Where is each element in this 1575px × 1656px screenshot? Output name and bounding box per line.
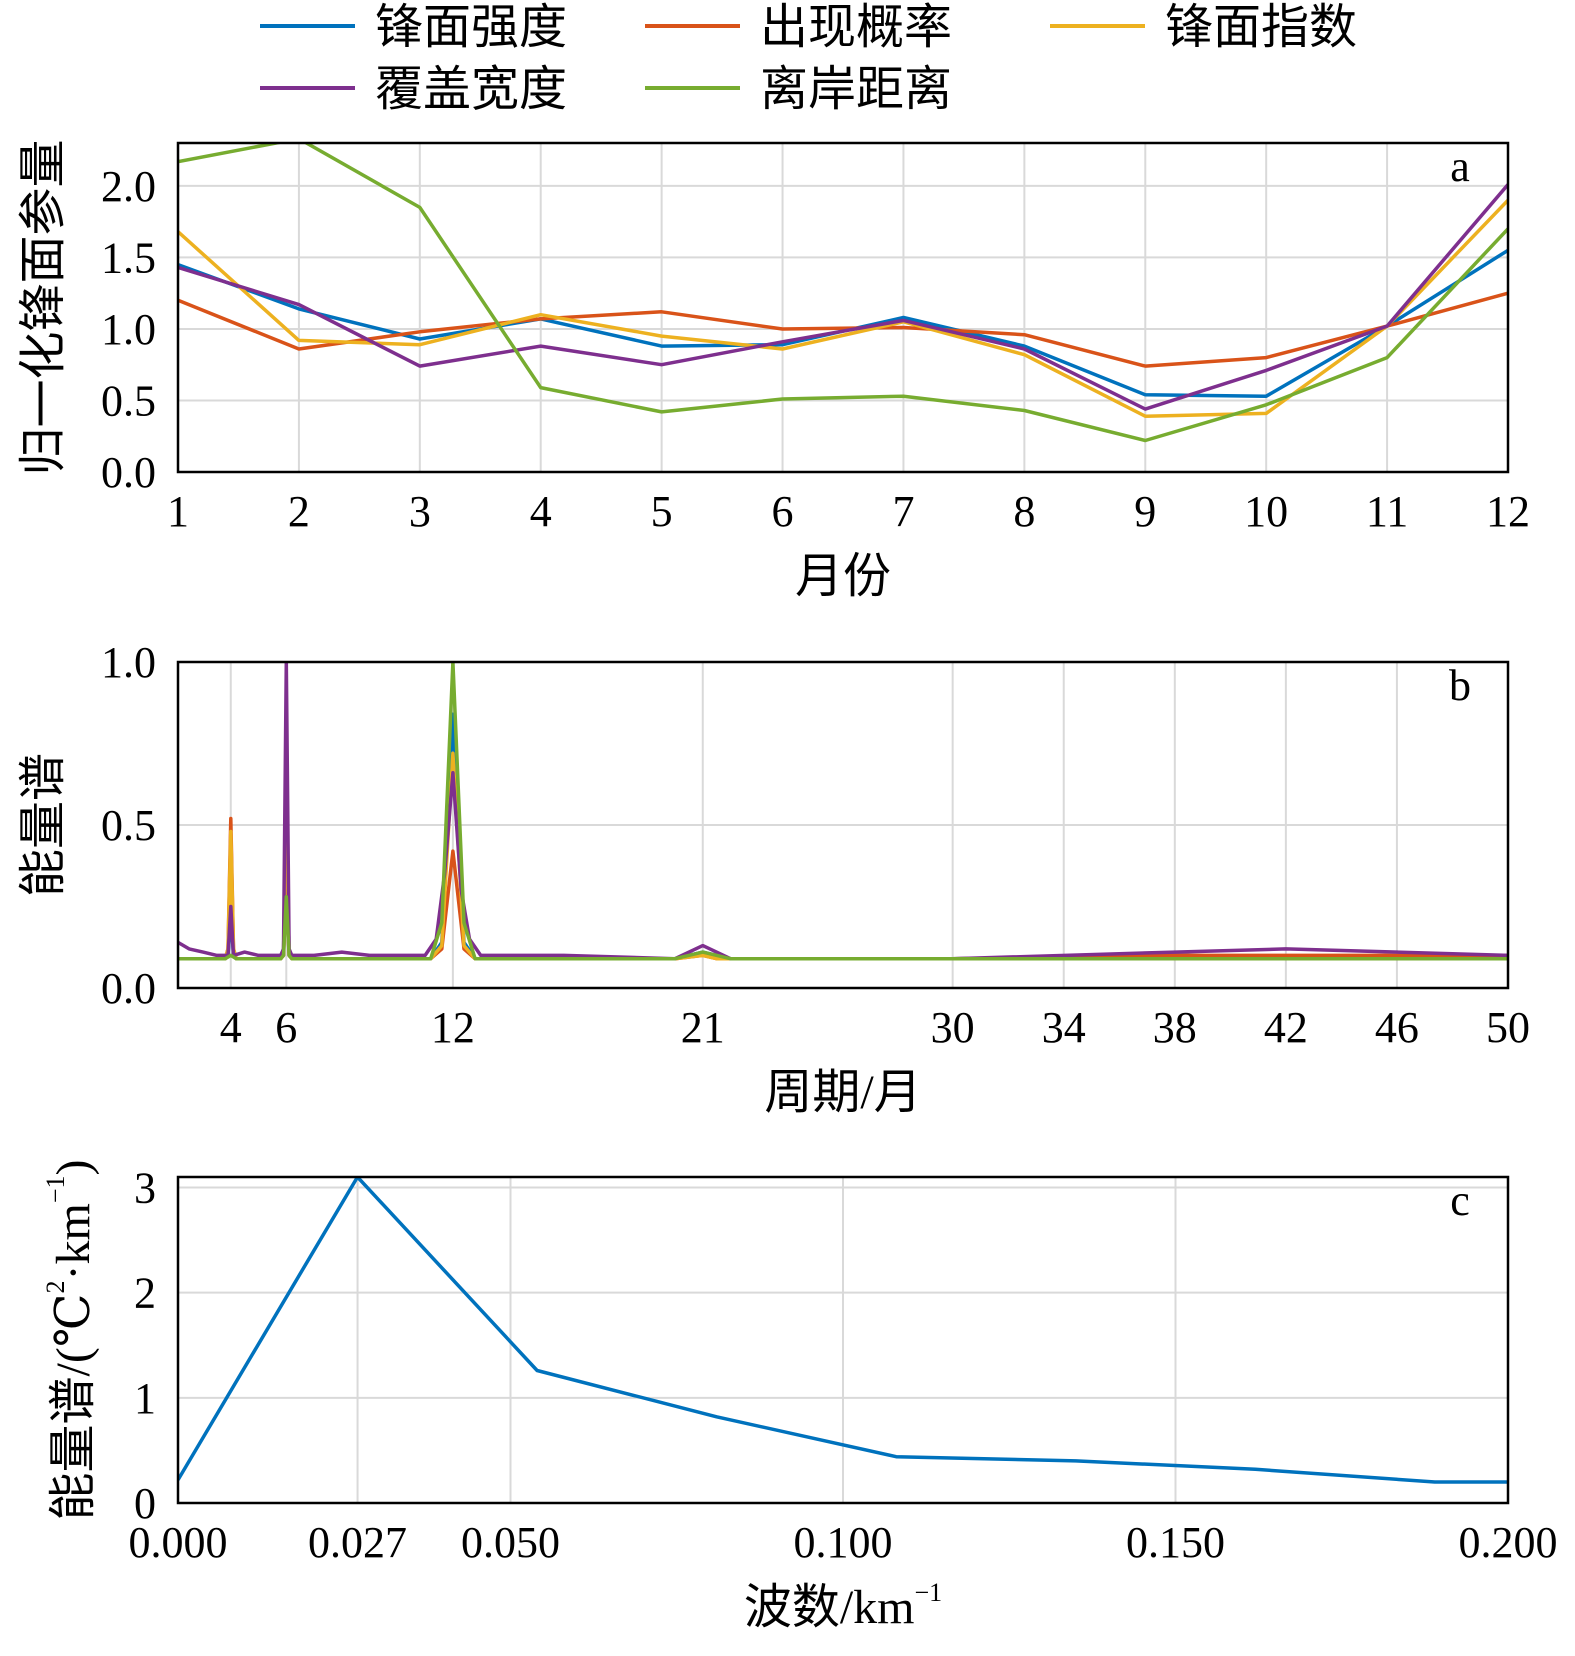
panel-c: 0.000 0.027 0.050 0.100 0.150 0.200 0 1 2 3 c 波数/km… [41, 1159, 1558, 1634]
x-tick-label: 34 [1042, 1003, 1086, 1052]
x-tick-label: 21 [681, 1003, 725, 1052]
gridlines [178, 1177, 1508, 1503]
y-tick-label: 1.0 [101, 638, 156, 687]
panel-letter: b [1449, 661, 1471, 710]
y-tick-label: 2 [134, 1269, 156, 1318]
series-group [178, 1177, 1508, 1484]
y-axis-title: 能量谱/(℃2·km−1) [41, 1159, 100, 1520]
x-tick-label: 0.150 [1126, 1518, 1225, 1567]
x-tick-label: 0.200 [1459, 1518, 1558, 1567]
panel-b: 4 6 12 21 30 34 38 42 46 50 0.0 0.5 1.0 b 周期/月 能量谱 [17, 638, 1530, 1119]
y-tick-label: 0.5 [101, 376, 156, 425]
x-tick-label: 38 [1153, 1003, 1197, 1052]
x-tick-label: 7 [892, 487, 914, 536]
x-tick-label: 50 [1486, 1003, 1530, 1052]
x-tick-label: 6 [772, 487, 794, 536]
x-tick-label: 0.050 [461, 1518, 560, 1567]
legend-item-2: 出现概率 [645, 1, 952, 54]
ticks: 4 6 12 21 30 34 38 42 46 50 0.0 0.5 1.0 [101, 638, 1530, 1052]
series-line-a-2 [178, 291, 1508, 368]
legend-item-3: 锋面指数 [1050, 1, 1357, 54]
y-tick-label: 0.0 [101, 964, 156, 1013]
y-axis-title-part: ·km [47, 1203, 100, 1280]
y-tick-label: 1 [134, 1374, 156, 1423]
gridlines [178, 662, 1508, 988]
y-tick-label: 0.0 [101, 448, 156, 497]
legend-item-5: 离岸距离 [645, 63, 952, 116]
y-axis-title-part: −1 [41, 1175, 70, 1203]
gridlines [178, 143, 1508, 472]
y-tick-label: 2.0 [101, 162, 156, 211]
series-line-c-1 [178, 1177, 1508, 1484]
series-line-b-1 [178, 712, 1508, 961]
x-tick-label: 46 [1375, 1003, 1419, 1052]
series-line-a-5 [178, 143, 1508, 443]
x-tick-label: 30 [931, 1003, 975, 1052]
legend-item-4: 覆盖宽度 [260, 63, 567, 116]
x-tick-label: 12 [1486, 487, 1530, 536]
y-tick-label: 3 [134, 1164, 156, 1213]
x-tick-label: 0.100 [794, 1518, 893, 1567]
series-line-b-4 [178, 662, 1508, 961]
series-line-a-1 [178, 248, 1508, 398]
x-tick-label: 4 [220, 1003, 242, 1052]
y-tick-label: 0 [134, 1479, 156, 1528]
x-tick-label: 1 [167, 487, 189, 536]
x-tick-label: 11 [1366, 487, 1408, 536]
x-tick-label: 0.027 [308, 1518, 407, 1567]
plot-frame [176, 660, 1510, 990]
series-group [178, 662, 1508, 961]
x-axis-title-main: 波数/km [744, 1581, 915, 1634]
legend-label: 覆盖宽度 [375, 63, 567, 116]
series-line-b-2 [178, 816, 1508, 961]
ticks: 1 2 3 4 5 6 7 8 9 10 11 120.00.51.01.52.0 [101, 162, 1530, 536]
y-axis-title-part: 能量谱/(℃ [47, 1293, 100, 1520]
legend-label: 离岸距离 [760, 63, 952, 116]
x-tick-label: 42 [1264, 1003, 1308, 1052]
plot-frame [176, 1175, 1510, 1505]
y-tick-label: 0.5 [101, 801, 156, 850]
y-axis-title-part: 2 [41, 1280, 70, 1293]
y-tick-label: 1.0 [101, 305, 156, 354]
series-line-b-5 [178, 662, 1508, 961]
y-axis-title: 能量谱 [17, 753, 70, 897]
x-tick-label: 2 [288, 487, 310, 536]
x-axis-title: 波数/km−1 [744, 1578, 942, 1634]
ticks: 0.000 0.027 0.050 0.100 0.150 0.200 0 1 2 3 [129, 1164, 1558, 1567]
x-axis-title-sup: −1 [915, 1578, 943, 1607]
series-line-a-3 [178, 198, 1508, 418]
x-tick-label: 8 [1013, 487, 1035, 536]
x-tick-label: 6 [275, 1003, 297, 1052]
legend-item-1: 锋面强度 [260, 1, 567, 54]
x-axis-title: 周期/月 [764, 1066, 921, 1119]
panel-letter: c [1450, 1176, 1470, 1225]
x-tick-label: 9 [1134, 487, 1156, 536]
series-group [178, 143, 1508, 443]
series-line-a-4 [178, 183, 1508, 411]
y-tick-label: 1.5 [101, 233, 156, 282]
x-tick-label: 5 [651, 487, 673, 536]
plot-frame [176, 141, 1510, 474]
legend-label: 锋面强度 [375, 1, 567, 54]
x-axis-title: 月份 [795, 550, 891, 603]
x-tick-label: 12 [431, 1003, 475, 1052]
x-tick-label: 10 [1244, 487, 1288, 536]
legend-label: 出现概率 [760, 1, 952, 54]
y-axis-title: 归一化锋面参量 [17, 139, 70, 475]
series-line-b-3 [178, 751, 1508, 961]
x-tick-label: 4 [530, 487, 552, 536]
y-axis-title-part: ) [47, 1159, 100, 1175]
legend-label: 锋面指数 [1165, 1, 1357, 54]
x-tick-label: 3 [409, 487, 431, 536]
panel-letter: a [1450, 142, 1470, 191]
x-tick-label: 0.000 [129, 1518, 228, 1567]
